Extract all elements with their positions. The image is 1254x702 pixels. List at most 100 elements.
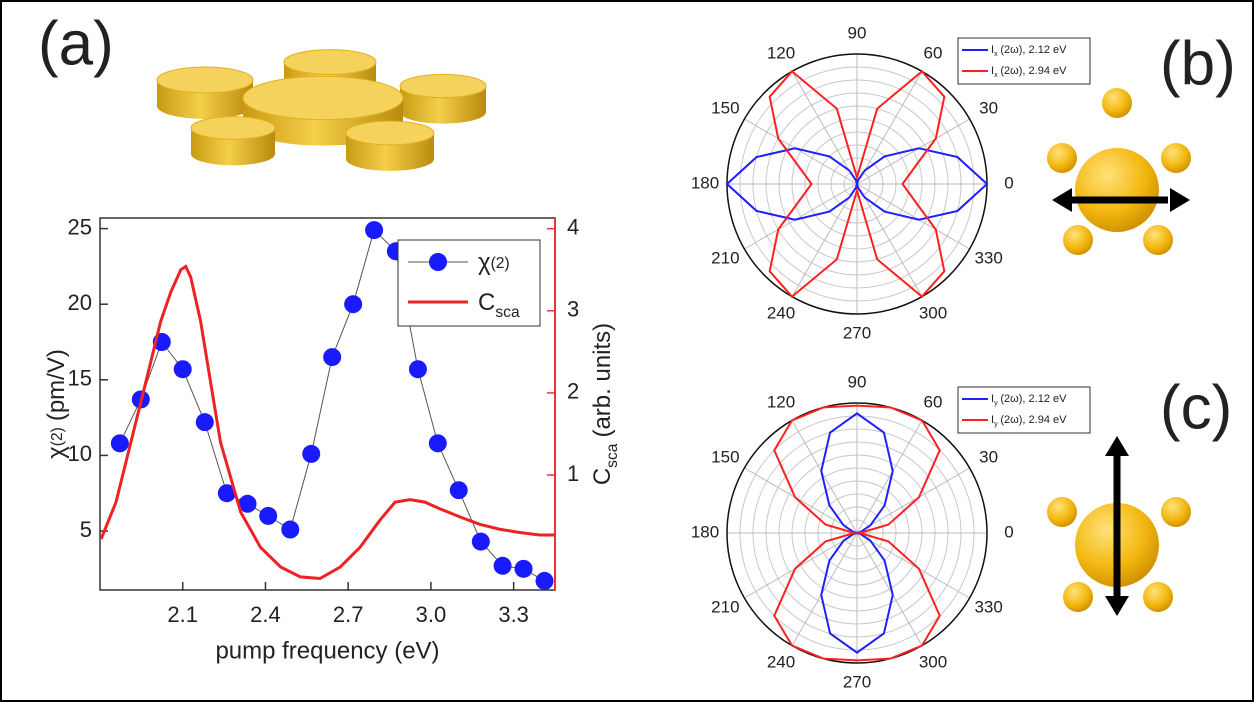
data-point (238, 494, 257, 513)
data-point (259, 506, 278, 525)
angle-tick-label: 90 (848, 372, 867, 391)
cylinder-top (283, 49, 377, 75)
data-point (535, 571, 554, 590)
arrow-head (1105, 596, 1129, 616)
angular-grid (791, 532, 858, 646)
angular-grid (791, 71, 858, 185)
data-point (344, 295, 363, 314)
legend-label-part: y (994, 399, 998, 407)
angle-tick-label: 270 (843, 323, 871, 342)
y-axis-label-part: χ (43, 446, 70, 459)
data-point (514, 559, 533, 578)
angle-tick-label: 150 (711, 98, 739, 117)
y-axis-label-part: (pm/V) (43, 349, 70, 421)
cylinder-top (345, 120, 435, 146)
angle-tick-label: 180 (691, 173, 719, 192)
x-tick-label: 2.7 (333, 602, 364, 627)
data-point (493, 556, 512, 575)
y-tick-label: 10 (68, 441, 92, 466)
particle (1161, 497, 1191, 527)
data-point (408, 360, 427, 379)
legend-label-part: χ (478, 249, 491, 276)
legend-label-part: I (991, 44, 994, 56)
angular-grid (744, 118, 858, 185)
legend-marker (429, 253, 447, 271)
angle-tick-label: 300 (919, 303, 947, 322)
data-point (365, 221, 384, 240)
polar-series (773, 404, 941, 662)
angle-tick-label: 300 (919, 652, 947, 671)
legend-label-part: sca (495, 304, 520, 321)
y-axis-label: χ(2) (pm/V) (43, 349, 70, 459)
y2-tick-label: 4 (567, 214, 579, 239)
arrow-head (1052, 188, 1072, 212)
angle-tick-label: 120 (767, 44, 795, 63)
angle-tick-label: 60 (924, 44, 943, 63)
particle (1075, 148, 1159, 232)
particle (1063, 225, 1093, 255)
legend-box (957, 37, 1091, 85)
cylinder-bottom (191, 142, 275, 166)
angle-tick-label: 0 (1004, 522, 1013, 541)
y-tick-label: 5 (80, 517, 92, 542)
angular-grid (744, 532, 858, 599)
particle (1063, 582, 1093, 612)
legend-label: χ(2) (478, 249, 510, 276)
y-axis-label-part: (2) (49, 427, 66, 446)
angle-tick-label: 120 (767, 393, 795, 412)
arrow-head (1170, 188, 1190, 212)
y2-tick-label: 1 (567, 461, 579, 486)
legend-label-part: I (991, 393, 994, 405)
y2-tick-label: 2 (567, 379, 579, 404)
particle (1047, 497, 1077, 527)
x-axis-label: pump frequency (eV) (215, 637, 439, 664)
angular-grid (791, 420, 858, 534)
angular-grid (744, 467, 858, 534)
particle (1143, 225, 1173, 255)
legend-label-part: x (994, 71, 998, 79)
legend-label-part: C (478, 289, 495, 316)
legend-label-part: I (991, 414, 994, 426)
angular-grid (856, 183, 970, 250)
arrow-head (1105, 436, 1129, 456)
angular-grid (856, 467, 970, 534)
illustration (156, 49, 487, 171)
legend-label-part: y (994, 420, 998, 428)
series-line (99, 264, 555, 581)
angle-tick-label: 330 (974, 248, 1002, 267)
data-point (449, 481, 468, 500)
cylinder-top (242, 75, 404, 121)
angle-tick-label: 30 (979, 98, 998, 117)
legend-label: Iy (2ω), 2.94 eV (991, 414, 1067, 428)
panel-label: (a) (38, 9, 114, 78)
particle (1143, 582, 1173, 612)
panel-label: (b) (1160, 29, 1236, 98)
angle-tick-label: 30 (979, 447, 998, 466)
angle-tick-label: 240 (767, 652, 795, 671)
data-point (281, 520, 300, 539)
legend-label-part: (2ω), 2.94 eV (1000, 65, 1067, 77)
y2-axis-label: Csca (arb. units) (589, 323, 620, 485)
cylinder-bottom (157, 93, 253, 119)
particle (1102, 88, 1132, 118)
legend-label-part: (2) (491, 255, 510, 272)
x-tick-label: 3.0 (416, 602, 447, 627)
data-point (217, 484, 236, 503)
angle-tick-label: 150 (711, 447, 739, 466)
cylinder-bottom (346, 147, 434, 171)
legend-label-part: x (994, 50, 998, 58)
angular-grid (856, 71, 923, 185)
particle (1047, 143, 1077, 173)
cylinder-bottom (400, 100, 486, 124)
y2-tick-label: 3 (567, 297, 579, 322)
legend-box (957, 386, 1091, 434)
legend-label: Csca (478, 289, 520, 320)
legend-box (397, 239, 541, 327)
angular-grid (791, 183, 858, 297)
data-point (195, 413, 214, 432)
angle-tick-label: 90 (848, 23, 867, 42)
y2-axis-label-part: C (589, 468, 616, 485)
legend-label-part: (2ω), 2.12 eV (1000, 393, 1067, 405)
angle-tick-label: 60 (924, 393, 943, 412)
